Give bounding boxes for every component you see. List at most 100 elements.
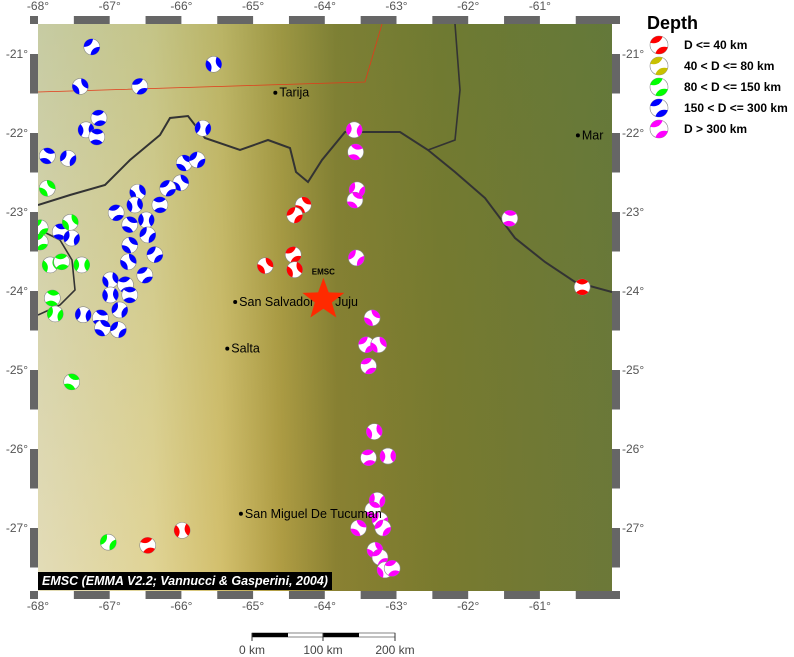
- frame-tick: [324, 591, 361, 599]
- legend-swatch: [649, 35, 669, 55]
- focal-mechanism: [90, 109, 108, 127]
- focal-mechanism: [39, 180, 56, 197]
- frame-tick: [539, 16, 576, 24]
- legend-label: 150 < D <= 300 km: [684, 101, 788, 115]
- lon-tick-label: -65°: [242, 599, 264, 613]
- lon-tick-label: -67°: [99, 0, 121, 13]
- frame-tick: [109, 591, 146, 599]
- focal-mechanism: [46, 305, 64, 323]
- focal-mechanism: [286, 206, 303, 224]
- focal-mechanism: [110, 321, 127, 339]
- city-label: Salta: [231, 342, 260, 356]
- epicenter-marker: EMSC: [302, 268, 345, 318]
- focal-mechanism: [63, 373, 80, 391]
- city-label: San Miguel De Tucuman: [245, 507, 382, 521]
- focal-mechanism: [379, 447, 397, 465]
- focal-mechanism: [53, 253, 70, 271]
- focal-mechanism: [102, 271, 119, 289]
- focal-mechanism: [173, 522, 191, 539]
- lat-tick-label: -21°: [6, 47, 28, 61]
- frame-tick: [324, 16, 361, 24]
- focal-mechanism: [131, 78, 149, 95]
- focal-mechanism: [63, 229, 80, 247]
- lat-tick-label: -27°: [6, 521, 28, 535]
- beachball-icon: [649, 35, 669, 55]
- frame-tick: [30, 488, 38, 528]
- lon-tick-label: -62°: [457, 0, 479, 13]
- frame-tick: [539, 591, 576, 599]
- lat-tick-label: -25°: [6, 363, 28, 377]
- focal-mechanism: [360, 449, 377, 466]
- lon-tick-label: -63°: [385, 599, 407, 613]
- city-dot: [238, 511, 243, 516]
- lon-tick-label: -67°: [99, 599, 121, 613]
- frame-tick: [612, 409, 620, 449]
- focal-mechanism: [44, 289, 61, 307]
- epicenter-label: EMSC: [312, 268, 335, 277]
- legend-label: D > 300 km: [684, 122, 748, 136]
- legend-item: D <= 40 km: [648, 35, 747, 55]
- focal-mechanism: [99, 533, 117, 551]
- lat-tick-label: -26°: [622, 442, 644, 456]
- focal-mechanism: [107, 204, 125, 222]
- focal-mechanism: [360, 357, 377, 375]
- lon-tick-label: -62°: [457, 599, 479, 613]
- focal-mechanism: [139, 537, 157, 554]
- legend-label: 40 < D <= 80 km: [684, 59, 775, 73]
- city-dot: [225, 346, 230, 351]
- focal-mechanism: [61, 213, 79, 231]
- city-label: San Salvador de Juju: [239, 295, 358, 309]
- frame-tick: [30, 24, 38, 54]
- focal-mechanism: [194, 119, 212, 137]
- frame-tick: [612, 567, 620, 591]
- focal-mechanism: [126, 196, 144, 214]
- lon-tick-label: -68°: [27, 599, 49, 613]
- frame-tick: [30, 251, 38, 291]
- lat-tick-label: -27°: [622, 521, 644, 535]
- focal-mechanism: [59, 149, 77, 167]
- focal-mechanism: [383, 559, 401, 577]
- legend-label: 80 < D <= 150 km: [684, 80, 782, 94]
- legend-swatch: [649, 98, 669, 118]
- legend-swatch: [649, 56, 669, 76]
- scale-label-100: 100 km: [303, 643, 343, 657]
- lon-tick-label: -63°: [385, 0, 407, 13]
- lon-tick-label: -64°: [314, 0, 336, 13]
- frame-tick: [38, 16, 74, 24]
- lon-tick-label: -68°: [27, 0, 49, 13]
- focal-mechanism: [120, 253, 137, 271]
- lat-tick-label: -22°: [6, 126, 28, 140]
- focal-mechanism: [363, 309, 381, 327]
- focal-mechanism: [102, 286, 119, 304]
- legend-swatch: [649, 77, 669, 97]
- lat-tick-label: -25°: [622, 363, 644, 377]
- country-border-bolivia-argentina: [38, 114, 612, 293]
- focal-mechanism: [374, 519, 392, 537]
- city-label: Mar: [582, 128, 604, 142]
- legend-swatch: [649, 119, 669, 139]
- frame-tick: [612, 251, 620, 291]
- lon-tick-label: -64°: [314, 599, 336, 613]
- frame-tick: [612, 172, 620, 212]
- focal-mechanism: [88, 128, 106, 146]
- focal-mechanism: [345, 121, 363, 139]
- focal-mechanism: [146, 246, 164, 263]
- legend-item: D > 300 km: [648, 119, 747, 139]
- earthquake-mechanisms: [38, 38, 591, 579]
- focal-mechanism: [111, 301, 129, 319]
- frame-tick: [253, 591, 289, 599]
- focal-mechanism: [39, 147, 56, 165]
- focal-mechanism: [74, 306, 92, 324]
- city-dot: [575, 133, 580, 138]
- focal-mechanism: [346, 191, 364, 209]
- frame-tick: [253, 16, 289, 24]
- frame-tick: [181, 16, 218, 24]
- focal-mechanism: [121, 286, 139, 304]
- lon-tick-label: -65°: [242, 0, 264, 13]
- frame-tick: [38, 591, 74, 599]
- focal-mechanism: [205, 55, 222, 73]
- beachball-icon: [649, 119, 669, 139]
- frame-tick: [396, 16, 433, 24]
- focal-mechanism: [348, 249, 365, 267]
